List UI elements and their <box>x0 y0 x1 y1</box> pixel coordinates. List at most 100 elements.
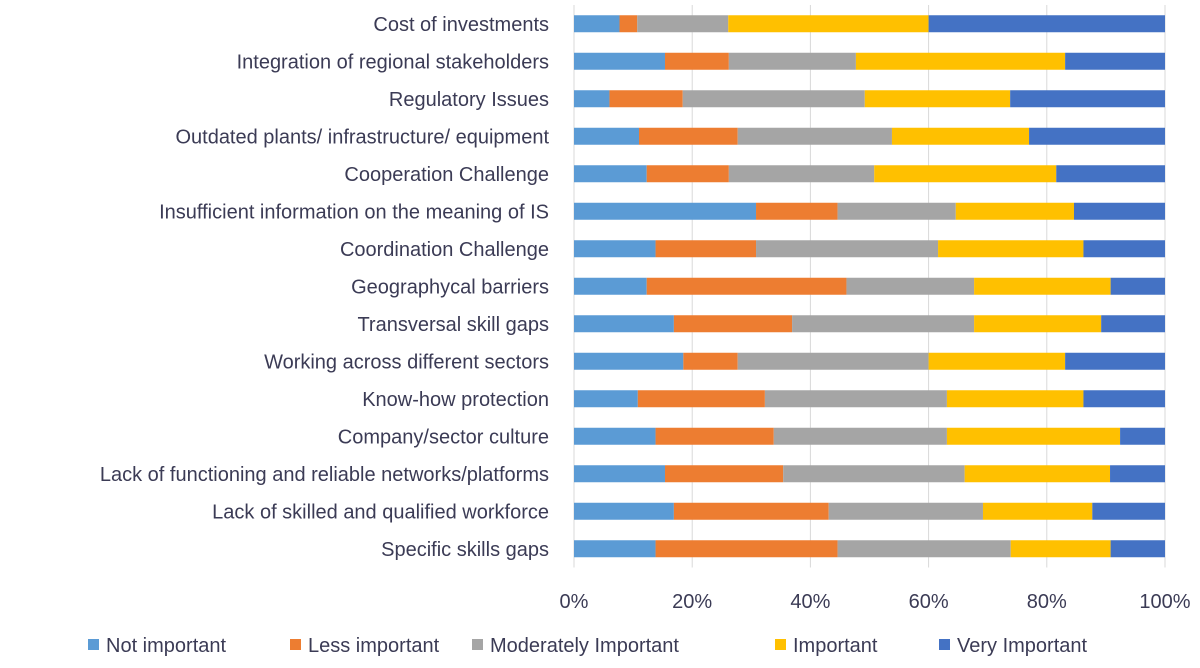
legend-swatch <box>88 639 99 650</box>
bar-segment <box>574 165 647 183</box>
legend: Not important Less important Moderately Im… <box>88 635 1088 657</box>
x-axis-tick-labels: 0% 20% 40% 60% 80% 100% <box>560 591 1191 613</box>
bar-segment <box>1083 240 1165 258</box>
bar-segment <box>1065 352 1165 370</box>
bar-segment <box>974 277 1111 295</box>
bar-segment <box>673 502 829 520</box>
bar-segment <box>982 502 1093 520</box>
bar-segment <box>1010 90 1165 108</box>
legend-swatch <box>939 639 950 650</box>
x-tick-label: 80% <box>1027 591 1067 613</box>
bar-segment <box>637 15 729 33</box>
bar-segment <box>773 427 947 445</box>
x-tick-label: 0% <box>560 591 589 613</box>
x-tick-label: 20% <box>672 591 712 613</box>
category-label: Transversal skill gaps <box>357 314 549 336</box>
legend-label: Important <box>793 635 878 657</box>
bar-segment <box>756 240 939 258</box>
bar-segment <box>828 502 983 520</box>
legend-swatch <box>472 639 483 650</box>
bar-segment <box>1029 127 1165 145</box>
bar-segment <box>728 15 929 33</box>
category-label: Outdated plants/ infrastructure/ equipme… <box>175 126 549 148</box>
bar-segment <box>946 390 1084 408</box>
category-label: Cost of investments <box>373 14 549 36</box>
category-label: Lack of skilled and qualified workforce <box>212 501 549 523</box>
bar-segment <box>655 240 757 258</box>
bar-segment <box>574 390 638 408</box>
bar-segment <box>737 352 929 370</box>
bar-segment <box>574 127 640 145</box>
bar-segment <box>846 277 975 295</box>
bar-segment <box>637 390 765 408</box>
bar-segment <box>639 127 738 145</box>
bar-segment <box>1092 502 1165 520</box>
bar-segment <box>574 352 684 370</box>
category-label: Regulatory Issues <box>389 89 549 111</box>
legend-label: Not important <box>106 635 226 657</box>
legend-swatch <box>775 639 786 650</box>
bar-segment <box>764 390 947 408</box>
bar-segment <box>574 315 674 333</box>
bar-segment <box>1010 540 1111 558</box>
bar-segment <box>964 465 1111 483</box>
bar-segment <box>574 90 610 108</box>
legend-label: Less important <box>308 635 440 657</box>
category-label: Coordination Challenge <box>340 239 549 261</box>
bars <box>574 15 1165 558</box>
bar-segment <box>646 277 847 295</box>
bar-segment <box>1110 465 1165 483</box>
bar-segment <box>756 202 838 220</box>
bar-segment <box>792 315 975 333</box>
bar-segment <box>891 127 1030 145</box>
bar-segment <box>938 240 1084 258</box>
bar-segment <box>655 540 838 558</box>
category-label: Geographycal barriers <box>351 276 549 298</box>
bar-segment <box>874 165 1057 183</box>
category-label: Lack of functioning and reliable network… <box>100 464 549 486</box>
bar-segment <box>1120 427 1165 445</box>
bar-segment <box>673 315 793 333</box>
bar-segment <box>1065 52 1165 70</box>
bar-segment <box>574 277 647 295</box>
bar-segment <box>574 540 656 558</box>
bar-segment <box>619 15 638 33</box>
bar-segment <box>574 202 757 220</box>
bar-segment <box>837 540 1011 558</box>
category-labels: Cost of investments Integration of region… <box>100 14 550 561</box>
bar-segment <box>855 52 1066 70</box>
category-label: Insufficient information on the meaning … <box>159 201 549 223</box>
bar-segment <box>574 240 656 258</box>
bar-segment <box>728 52 856 70</box>
bar-segment <box>837 202 956 220</box>
bar-segment <box>1110 277 1165 295</box>
bar-segment <box>928 15 1165 33</box>
bar-segment <box>955 202 1074 220</box>
category-label: Company/sector culture <box>338 426 549 448</box>
x-tick-label: 40% <box>790 591 830 613</box>
category-label: Integration of regional stakeholders <box>237 51 549 73</box>
bar-segment <box>609 90 683 108</box>
bar-segment <box>1073 202 1165 220</box>
category-label: Working across different sectors <box>264 351 549 373</box>
legend-label: Very Important <box>957 635 1088 657</box>
bar-segment <box>1083 390 1165 408</box>
legend-label: Moderately Important <box>490 635 679 657</box>
category-label: Know-how protection <box>362 389 549 411</box>
bar-segment <box>683 352 738 370</box>
bar-segment <box>682 90 865 108</box>
bar-segment <box>974 315 1102 333</box>
bar-segment <box>728 165 875 183</box>
bar-segment <box>1110 540 1165 558</box>
bar-segment <box>646 165 729 183</box>
bar-segment <box>665 465 784 483</box>
bar-segment <box>574 502 674 520</box>
bar-segment <box>946 427 1121 445</box>
bar-segment <box>1056 165 1165 183</box>
bar-segment <box>783 465 965 483</box>
bar-segment <box>864 90 1011 108</box>
bar-segment <box>928 352 1066 370</box>
x-tick-label: 60% <box>909 591 949 613</box>
bar-segment <box>1101 315 1165 333</box>
